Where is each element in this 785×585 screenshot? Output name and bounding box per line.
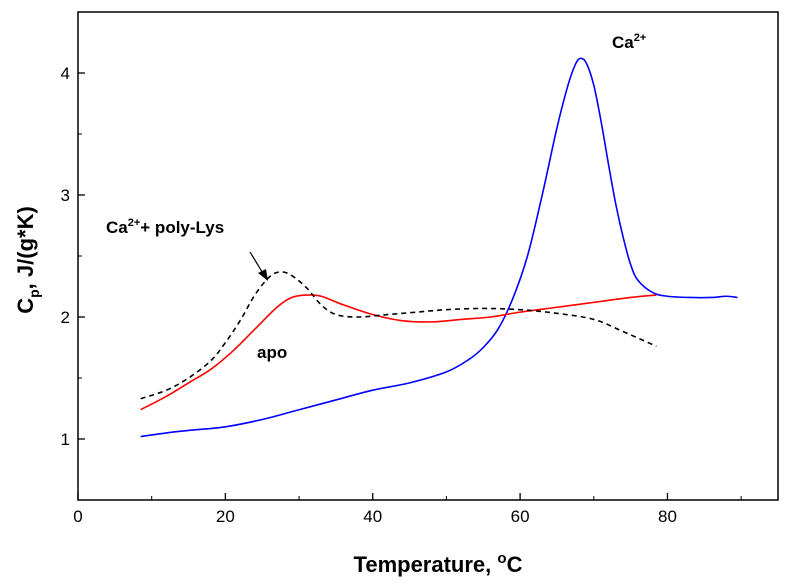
y-tick-label: 3 xyxy=(61,186,70,205)
y-tick-label: 4 xyxy=(61,64,70,83)
axis-ticks: 0 20 40 60 80 1 2 3 4 xyxy=(61,11,742,526)
x-tick-label: 0 xyxy=(73,507,82,526)
y-tick-label: 2 xyxy=(61,308,70,327)
x-tick-label: 40 xyxy=(363,507,382,526)
x-axis-title: Temperature, oC xyxy=(354,550,523,577)
series-line-0 xyxy=(140,57,738,438)
series-line-1 xyxy=(140,294,657,411)
annotation-ca2: Ca2+ xyxy=(612,32,646,52)
series-lines xyxy=(140,57,738,438)
series-line-2 xyxy=(140,271,657,400)
x-tick-label: 20 xyxy=(216,507,235,526)
plot-border xyxy=(77,11,779,501)
y-axis-title: Cp, J/(g*K) xyxy=(13,206,42,314)
plot-frame xyxy=(77,11,779,501)
annotation-ca2-polylys: Ca2++ poly-Lys xyxy=(106,217,224,237)
x-tick-label: 60 xyxy=(511,507,530,526)
annotation-apo: apo xyxy=(257,343,287,362)
y-tick-label: 1 xyxy=(61,430,70,449)
annotation-arrow xyxy=(249,251,268,281)
x-tick-label: 80 xyxy=(658,507,677,526)
